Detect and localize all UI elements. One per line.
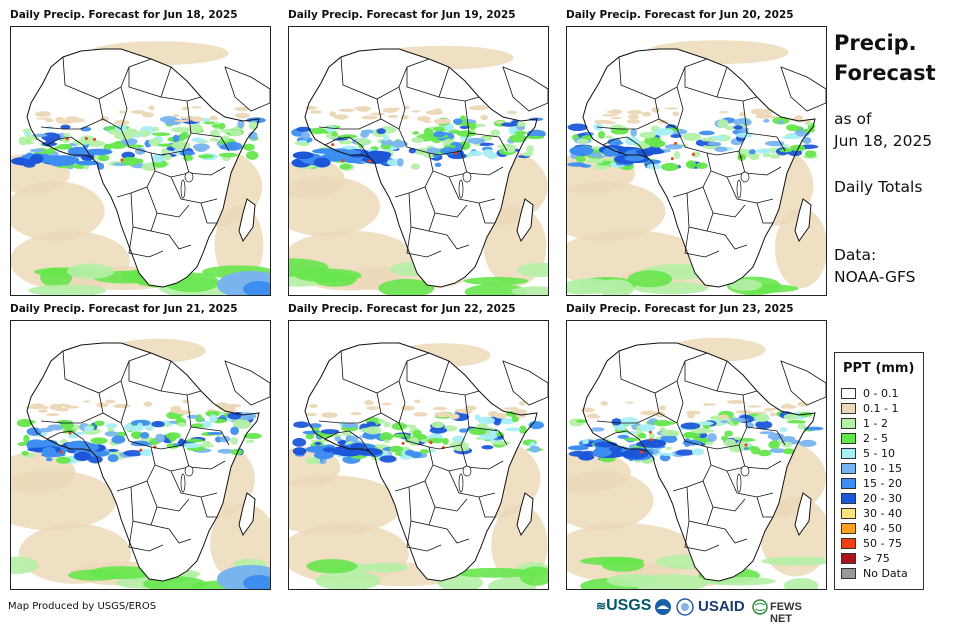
- legend-label: > 75: [863, 552, 890, 565]
- legend-label: 0.1 - 1: [863, 402, 899, 415]
- legend-label: No Data: [863, 567, 908, 580]
- legend-swatch: [841, 538, 856, 549]
- map-panel-2: Daily Precip. Forecast for Jun 19, 2025: [288, 9, 558, 299]
- africa-map: [288, 320, 549, 590]
- panel-title: Daily Precip. Forecast for Jun 18, 2025: [10, 9, 238, 21]
- legend-label: 30 - 40: [863, 507, 902, 520]
- legend-swatch: [841, 448, 856, 459]
- legend-swatch: [841, 493, 856, 504]
- africa-map: [10, 26, 271, 296]
- fews-globe-icon: [752, 599, 768, 615]
- map-credit: Map Produced by USGS/EROS: [8, 601, 157, 612]
- africa-map: [566, 26, 827, 296]
- legend-item: 50 - 75: [841, 537, 921, 552]
- panel-title: Daily Precip. Forecast for Jun 21, 2025: [10, 303, 238, 315]
- panel-title: Daily Precip. Forecast for Jun 23, 2025: [566, 303, 794, 315]
- map-panel-5: Daily Precip. Forecast for Jun 22, 2025: [288, 303, 558, 593]
- legend-label: 40 - 50: [863, 522, 902, 535]
- precip-map-graphic: [289, 342, 548, 589]
- legend-item: 0 - 0.1: [841, 387, 921, 402]
- legend-label: 1 - 2: [863, 417, 888, 430]
- legend-item: 20 - 30: [841, 492, 921, 507]
- legend-item: 2 - 5: [841, 432, 921, 447]
- legend-label: 5 - 10: [863, 447, 895, 460]
- as-of-date: as of Jun 18, 2025: [834, 110, 933, 150]
- precip-map-graphic: [567, 337, 826, 589]
- data-source: Data: NOAA-GFS: [834, 246, 916, 286]
- legend-item: 5 - 10: [841, 447, 921, 462]
- panel-title: Daily Precip. Forecast for Jun 19, 2025: [288, 9, 516, 21]
- legend-item: 40 - 50: [841, 522, 921, 537]
- map-panel-3: Daily Precip. Forecast for Jun 20, 2025: [566, 9, 836, 299]
- africa-map: [10, 320, 271, 590]
- panel-title: Daily Precip. Forecast for Jun 20, 2025: [566, 9, 794, 21]
- ppt-legend: PPT (mm) 0 - 0.1 0.1 - 1 1 - 2 2 - 5 5 - 10 1…: [834, 352, 924, 590]
- legend-label: 15 - 20: [863, 477, 902, 490]
- panel-title: Daily Precip. Forecast for Jun 22, 2025: [288, 303, 516, 315]
- legend-swatch: [841, 388, 856, 399]
- legend-item: 1 - 2: [841, 417, 921, 432]
- legend-swatch: [841, 478, 856, 489]
- noaa-logo-icon: [655, 599, 671, 615]
- precip-map-graphic: [11, 41, 270, 295]
- legend-label: 50 - 75: [863, 537, 902, 550]
- legend-item: 30 - 40: [841, 507, 921, 522]
- weather-service-logo-icon: [676, 598, 694, 616]
- legend-item: 15 - 20: [841, 477, 921, 492]
- map-panel-6: Daily Precip. Forecast for Jun 23, 2025: [566, 303, 836, 593]
- legend-item: No Data: [841, 567, 921, 582]
- legend-label: 10 - 15: [863, 462, 902, 475]
- legend-swatch: [841, 418, 856, 429]
- legend-item: 10 - 15: [841, 462, 921, 477]
- legend-swatch: [841, 568, 856, 579]
- africa-map: [288, 26, 549, 296]
- usaid-logo: USAID: [698, 598, 745, 615]
- precip-map-graphic: [11, 338, 270, 589]
- legend-swatch: [841, 463, 856, 474]
- africa-map: [566, 320, 827, 590]
- legend-item: 0.1 - 1: [841, 402, 921, 417]
- legend-item: > 75: [841, 552, 921, 567]
- legend-swatch: [841, 523, 856, 534]
- legend-title: PPT (mm): [843, 361, 915, 376]
- legend-label: 0 - 0.1: [863, 387, 899, 400]
- forecast-title: Precip. Forecast: [834, 31, 936, 85]
- precip-map-graphic: [289, 45, 548, 295]
- legend-swatch: [841, 403, 856, 414]
- map-panel-4: Daily Precip. Forecast for Jun 21, 2025: [10, 303, 280, 593]
- legend-label: 2 - 5: [863, 432, 888, 445]
- map-panel-1: Daily Precip. Forecast for Jun 18, 2025: [10, 9, 280, 299]
- daily-totals-label: Daily Totals: [834, 178, 923, 196]
- legend-swatch: [841, 433, 856, 444]
- legend-swatch: [841, 508, 856, 519]
- usgs-logo: ≋USGS: [596, 597, 652, 614]
- legend-swatch: [841, 553, 856, 564]
- legend-label: 20 - 30: [863, 492, 902, 505]
- usgs-wave-icon: ≋: [596, 599, 607, 613]
- fews-net-logo: FEWS NET: [770, 601, 802, 625]
- precip-map-graphic: [567, 40, 826, 295]
